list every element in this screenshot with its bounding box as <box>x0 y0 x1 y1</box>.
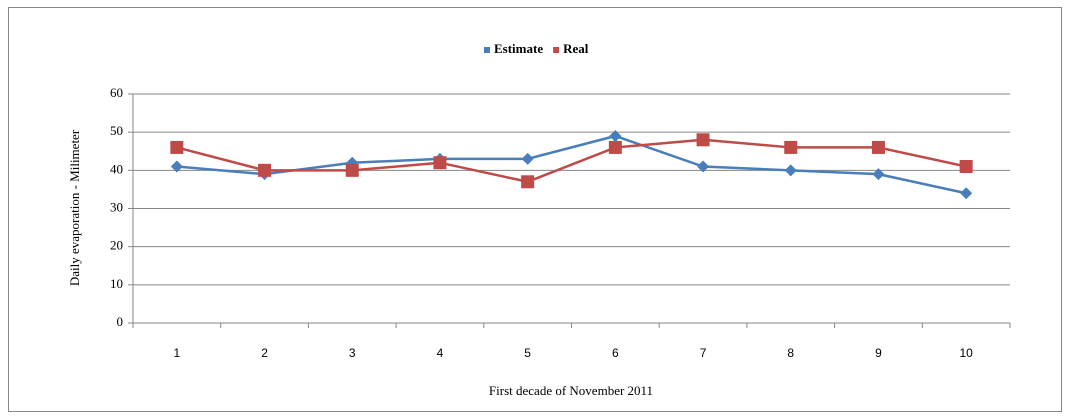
x-tick-label: 1 <box>174 346 181 360</box>
chart-border <box>8 7 1062 412</box>
series-line <box>176 138 967 184</box>
x-tick-label: 8 <box>787 346 794 360</box>
y-axis-label: Daily evaporation - Milimeter <box>67 129 82 286</box>
point <box>521 175 535 189</box>
x-tick-label: 2 <box>261 346 268 360</box>
y-tick-label: 50 <box>110 123 123 138</box>
point <box>784 140 798 154</box>
point <box>960 187 973 200</box>
y-tick-label: 40 <box>110 161 123 176</box>
y-tick-label: 0 <box>117 314 124 329</box>
point <box>696 133 710 147</box>
point <box>521 152 534 165</box>
point <box>609 129 622 142</box>
point <box>872 168 885 181</box>
x-axis-label: First decade of November 2011 <box>489 383 653 398</box>
x-tick-label: 3 <box>349 346 356 360</box>
point <box>871 140 885 154</box>
point <box>345 163 359 177</box>
point <box>170 160 183 173</box>
legend-label: Real <box>563 41 589 56</box>
x-tick-label: 7 <box>700 346 707 360</box>
x-tick-label: 4 <box>437 346 444 360</box>
point <box>697 160 710 173</box>
y-tick-label: 30 <box>110 199 123 214</box>
legend-swatch <box>553 47 560 53</box>
point <box>959 160 973 174</box>
y-tick-label: 10 <box>110 276 123 291</box>
legend-swatch <box>484 47 490 53</box>
series-line <box>176 134 967 195</box>
y-tick-label: 60 <box>110 85 123 100</box>
x-tick-label: 6 <box>612 346 619 360</box>
x-tick-label: 9 <box>875 346 882 360</box>
x-tick-label: 10 <box>959 346 973 360</box>
y-tick-label: 20 <box>110 238 123 253</box>
point <box>608 140 622 154</box>
x-tick-label: 5 <box>524 346 531 360</box>
point <box>170 140 184 154</box>
point <box>433 156 447 170</box>
point <box>258 163 272 177</box>
point <box>784 164 797 177</box>
legend-label: Estimate <box>494 41 543 56</box>
